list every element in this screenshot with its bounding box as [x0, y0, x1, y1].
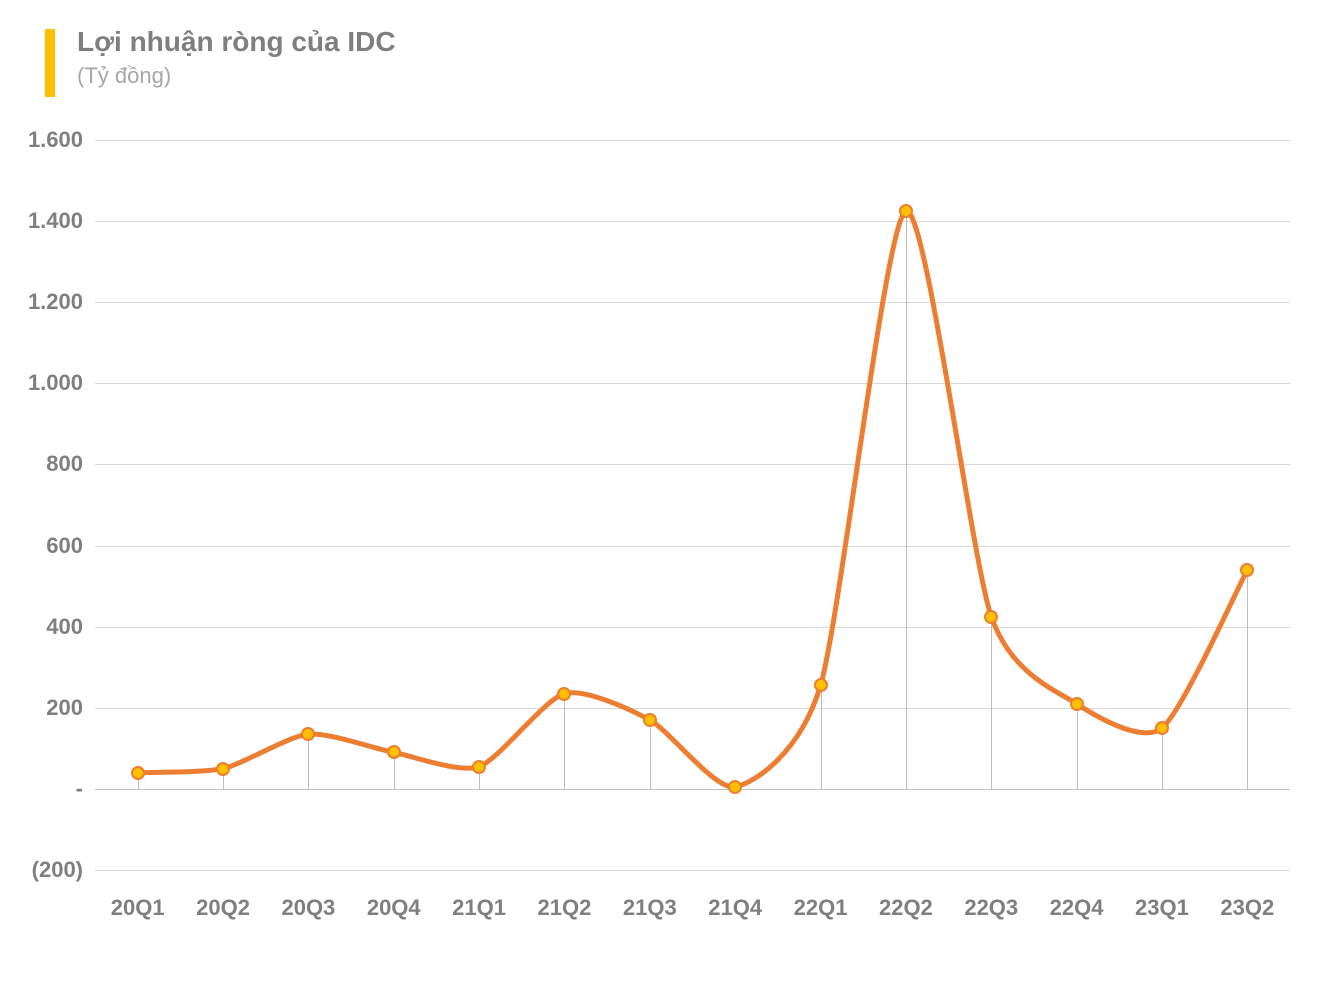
- x-tick-label: 20Q2: [196, 895, 250, 921]
- data-marker: [984, 610, 998, 624]
- data-marker: [1155, 721, 1169, 735]
- data-marker: [1240, 563, 1254, 577]
- plot-area: (200)-2004006008001.0001.2001.4001.60020…: [95, 140, 1290, 870]
- x-tick-label: 23Q1: [1135, 895, 1189, 921]
- data-marker: [814, 678, 828, 692]
- header-text-block: Lợi nhuận ròng của IDC (Tỷ đồng): [77, 25, 396, 89]
- x-tick-label: 22Q1: [794, 895, 848, 921]
- x-tick-label: 21Q2: [538, 895, 592, 921]
- x-tick-label: 21Q1: [452, 895, 506, 921]
- data-marker: [728, 780, 742, 794]
- x-tick-label: 22Q3: [964, 895, 1018, 921]
- y-tick-label: 600: [3, 533, 83, 559]
- y-tick-label: 400: [3, 614, 83, 640]
- line-layer: [95, 140, 1290, 870]
- chart-container: Lợi nhuận ròng của IDC (Tỷ đồng) (200)-2…: [0, 0, 1327, 984]
- data-marker: [472, 760, 486, 774]
- y-tick-label: 800: [3, 451, 83, 477]
- x-tick-label: 21Q3: [623, 895, 677, 921]
- data-marker: [216, 762, 230, 776]
- data-marker: [899, 204, 913, 218]
- x-tick-label: 21Q4: [708, 895, 762, 921]
- data-marker: [557, 687, 571, 701]
- gridline: [95, 870, 1290, 871]
- data-marker: [1070, 697, 1084, 711]
- y-tick-label: 1.000: [3, 370, 83, 396]
- y-tick-label: (200): [3, 857, 83, 883]
- chart-header: Lợi nhuận ròng của IDC (Tỷ đồng): [45, 25, 396, 97]
- y-tick-label: -: [3, 776, 83, 802]
- y-tick-label: 1.200: [3, 289, 83, 315]
- header-accent-bar: [45, 29, 55, 97]
- chart-title: Lợi nhuận ròng của IDC: [77, 25, 396, 59]
- x-tick-label: 23Q2: [1220, 895, 1274, 921]
- data-marker: [301, 727, 315, 741]
- data-marker: [643, 713, 657, 727]
- x-tick-label: 20Q1: [111, 895, 165, 921]
- chart-subtitle: (Tỷ đồng): [77, 63, 396, 89]
- y-tick-label: 1.400: [3, 208, 83, 234]
- x-tick-label: 22Q2: [879, 895, 933, 921]
- x-tick-label: 20Q3: [281, 895, 335, 921]
- y-tick-label: 1.600: [3, 127, 83, 153]
- x-tick-label: 22Q4: [1050, 895, 1104, 921]
- data-marker: [131, 766, 145, 780]
- data-marker: [387, 745, 401, 759]
- x-tick-label: 20Q4: [367, 895, 421, 921]
- y-tick-label: 200: [3, 695, 83, 721]
